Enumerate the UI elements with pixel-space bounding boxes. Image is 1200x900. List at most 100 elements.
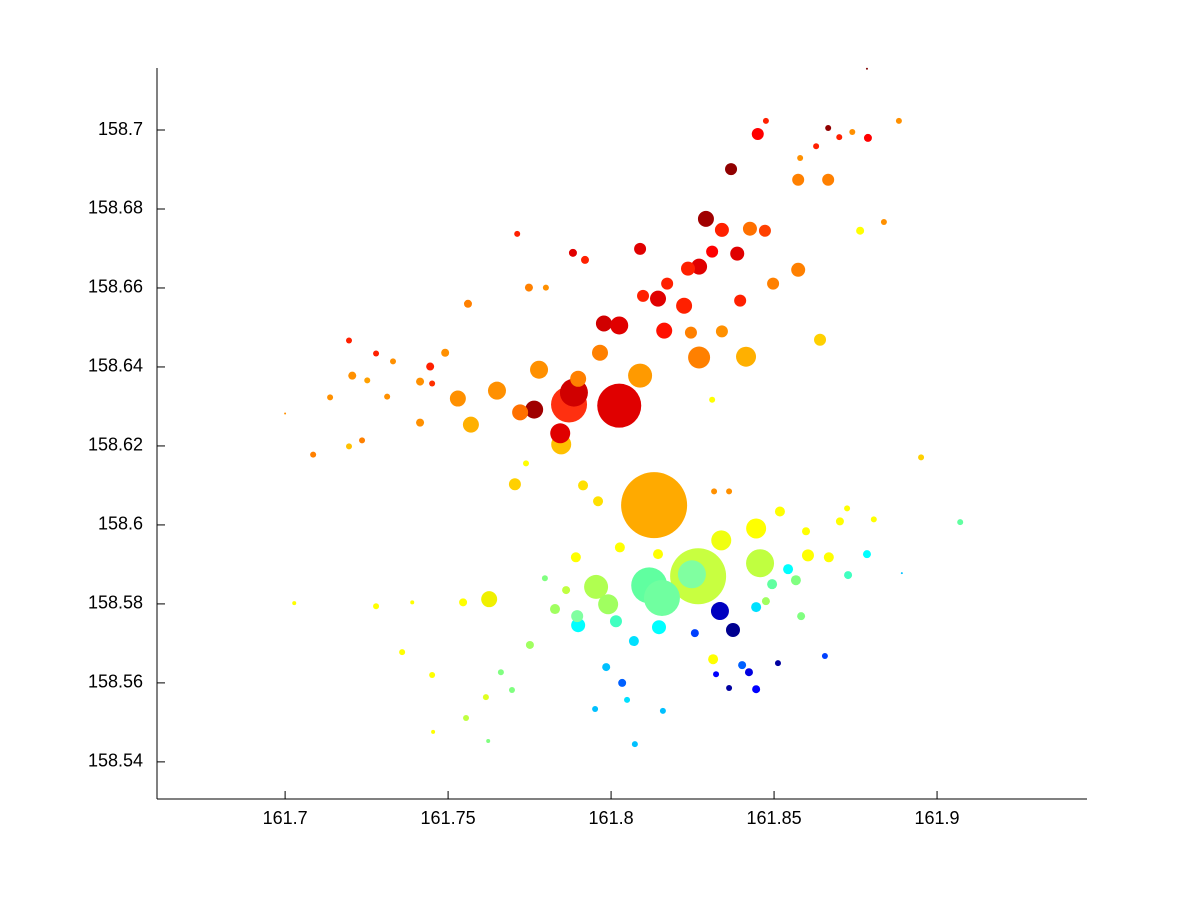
point [292,601,297,606]
point [284,412,287,415]
point [752,685,761,694]
point [571,610,584,623]
point [508,687,515,694]
point [650,290,667,307]
point [661,277,674,290]
point [618,678,627,687]
point [591,344,608,361]
point [690,629,699,638]
point [426,362,435,371]
point [813,143,820,150]
point [610,316,629,335]
point [525,640,534,649]
point [525,400,544,419]
point [592,705,599,712]
y-tick-label: 158.56 [88,672,143,692]
point [738,661,747,670]
point [348,371,357,380]
point [602,663,611,672]
point [783,564,794,575]
point [774,660,781,667]
point [863,133,872,142]
point [614,542,625,553]
point [634,242,647,255]
point [870,516,877,523]
point [711,530,732,551]
point [481,591,498,608]
point [715,325,728,338]
point [676,297,693,314]
point [598,594,619,615]
point [486,738,491,743]
point [746,518,767,539]
plot-area [284,67,964,748]
point [726,488,733,495]
point [570,552,581,563]
y-tick-label: 158.54 [88,751,143,771]
point [822,173,835,186]
point [681,261,696,276]
point [390,358,397,365]
point [643,579,680,616]
point [653,549,664,560]
x-tick-label: 161.8 [589,808,634,828]
point [900,572,903,575]
point [327,394,334,401]
point [514,230,521,237]
point [463,715,470,722]
point [957,519,964,526]
point [628,363,653,388]
point [449,390,466,407]
point [364,377,371,384]
point [711,488,718,495]
point [410,600,415,605]
point [523,460,530,467]
point [825,125,832,132]
point [856,226,865,235]
point [429,380,436,387]
point [746,549,775,578]
point [431,729,436,734]
x-tick-label: 161.75 [421,808,476,828]
point [651,620,666,635]
point [482,694,489,701]
point [862,550,871,559]
point [595,315,612,332]
point [462,416,479,433]
point [730,246,745,261]
point [441,348,450,357]
point [713,671,720,678]
x-tick-label: 161.9 [915,808,960,828]
point [823,552,834,563]
point [814,333,827,346]
point [791,262,806,277]
point [767,277,780,290]
point [835,517,844,526]
point [568,248,577,257]
point [384,393,391,400]
point [836,134,843,141]
point [609,615,622,628]
point [570,370,587,387]
point [736,346,757,367]
y-tick-label: 158.64 [88,356,143,376]
point [821,653,828,660]
point [691,258,708,275]
point [345,443,352,450]
point [487,381,506,400]
point [416,377,425,386]
point [416,418,425,427]
point [844,505,851,512]
point [767,579,778,590]
point [581,255,590,264]
point [918,454,925,461]
point [762,117,769,124]
point [621,472,688,539]
point [725,622,740,637]
point [373,350,380,357]
point [345,337,352,344]
point [790,575,801,586]
point [801,549,814,562]
point [550,604,561,615]
